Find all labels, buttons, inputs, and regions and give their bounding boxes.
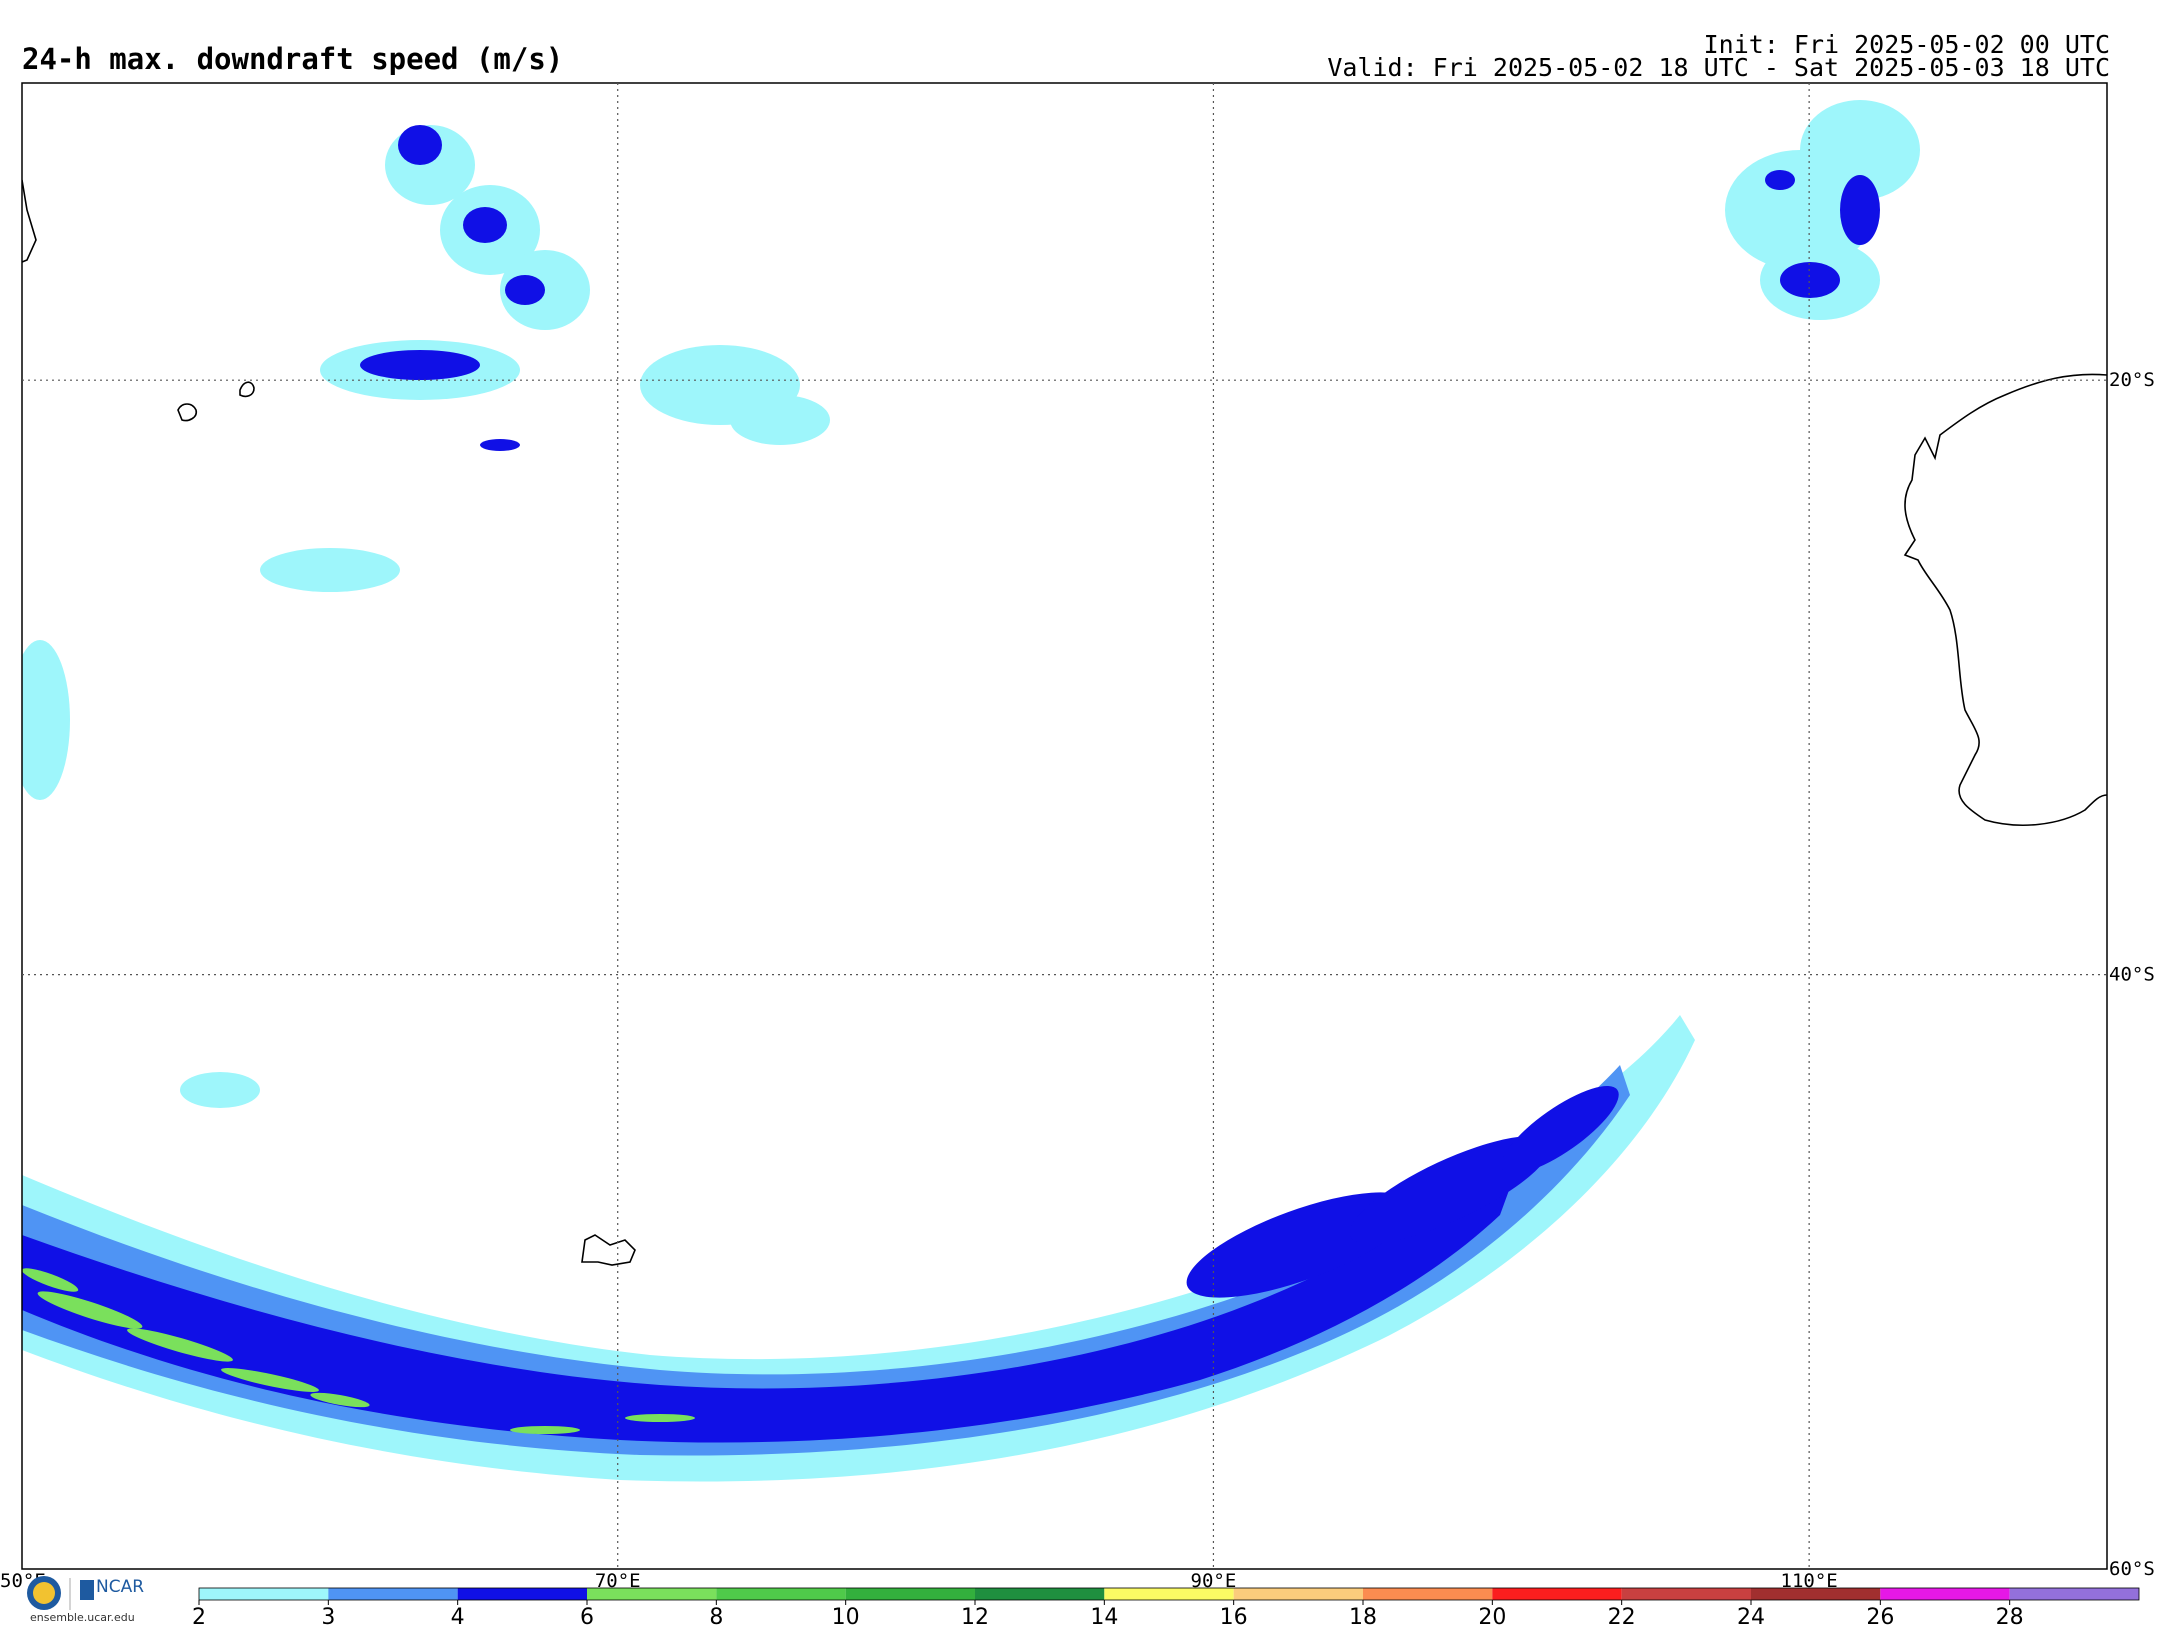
nsf-logo-icon — [27, 1576, 61, 1610]
colorbar-tick-label: 14 — [1090, 1605, 1118, 1626]
colorbar-swatch — [1104, 1588, 1234, 1600]
colorbar-tick-label: 18 — [1349, 1605, 1377, 1626]
colorbar-tick-label: 22 — [1608, 1605, 1636, 1626]
australia-coast — [1903, 373, 2107, 826]
mauritius-coast — [239, 381, 255, 398]
colorbar-tick-label: 6 — [580, 1605, 594, 1626]
map-title: 24-h max. downdraft speed (m/s) — [22, 42, 564, 76]
colorbar-swatch — [975, 1588, 1105, 1600]
ensemble-url: ensemble.ucar.edu — [30, 1611, 135, 1624]
colorbar-tick-label: 20 — [1478, 1605, 1506, 1626]
init-time: Init: Fri 2025-05-02 00 UTC — [1703, 30, 2110, 59]
colorbar-tick-label: 10 — [832, 1605, 860, 1626]
downdraft-field — [22, 100, 2107, 1482]
kerguelen-coast — [581, 1234, 636, 1266]
colorbar-swatch — [328, 1588, 458, 1600]
colorbar-tick-label: 12 — [961, 1605, 989, 1626]
band-core-patches — [1186, 1085, 1619, 1298]
colorbar: 2 3 4 6 8 10 12 14 16 18 20 22 24 26 28 — [192, 1587, 2140, 1626]
colorbar-border — [198, 1587, 2140, 1601]
band-level-6 — [22, 1268, 695, 1434]
colorbar-tick-label: 4 — [451, 1605, 465, 1626]
colorbar-swatch — [845, 1588, 975, 1600]
band-level-4 — [22, 1160, 1520, 1443]
colorbar-tick-label: 8 — [709, 1605, 723, 1626]
grid-labels: 50°E 70°E 90°E 110°E20°S40°S60°S — [0, 369, 2155, 1592]
colorbar-swatch — [716, 1588, 846, 1600]
gridlines — [22, 83, 2107, 1569]
colorbar-swatch — [1751, 1588, 1881, 1600]
reunion-coast — [177, 403, 198, 422]
colorbar-tick-label: 24 — [1737, 1605, 1765, 1626]
colorbar-swatch — [199, 1588, 329, 1600]
ncar-logo-icon — [80, 1580, 94, 1600]
colorbar-tick-label: 26 — [1866, 1605, 1894, 1626]
lon-label: 70°E — [595, 1570, 641, 1592]
colorbar-tick-label: 2 — [192, 1605, 206, 1626]
colorbar-swatch — [1492, 1588, 1622, 1600]
colorbar-tick-label: 3 — [321, 1605, 335, 1626]
lat-label: 60°S — [2109, 1558, 2155, 1580]
madagascar-coast — [22, 179, 37, 263]
colorbar-swatch — [587, 1588, 717, 1600]
colorbar-swatch — [1233, 1588, 1363, 1600]
colorbar-swatch — [1363, 1588, 1493, 1600]
ncar-label: NCAR — [96, 1577, 145, 1597]
colorbar-swatch — [1621, 1588, 1751, 1600]
ne-scatter-blue — [1765, 170, 1880, 298]
lon-label: 110°E — [1781, 1570, 1838, 1592]
colorbar-tick-label: 28 — [1996, 1605, 2024, 1626]
coastlines — [22, 179, 2107, 1266]
valid-time: Valid: Fri 2025-05-02 18 UTC - Sat 2025-… — [1327, 53, 2110, 82]
nw-scatter-light — [22, 125, 830, 1108]
nw-scatter-blue — [360, 125, 545, 451]
lat-label: 20°S — [2109, 369, 2155, 391]
lat-label: 40°S — [2109, 964, 2155, 986]
lon-label: 90°E — [1191, 1570, 1237, 1592]
colorbar-tick-label: 16 — [1220, 1605, 1248, 1626]
map-frame — [21, 82, 2108, 1570]
colorbar-swatch — [2009, 1588, 2139, 1600]
colorbar-swatch — [1880, 1588, 2010, 1600]
colorbar-swatch — [457, 1588, 587, 1600]
